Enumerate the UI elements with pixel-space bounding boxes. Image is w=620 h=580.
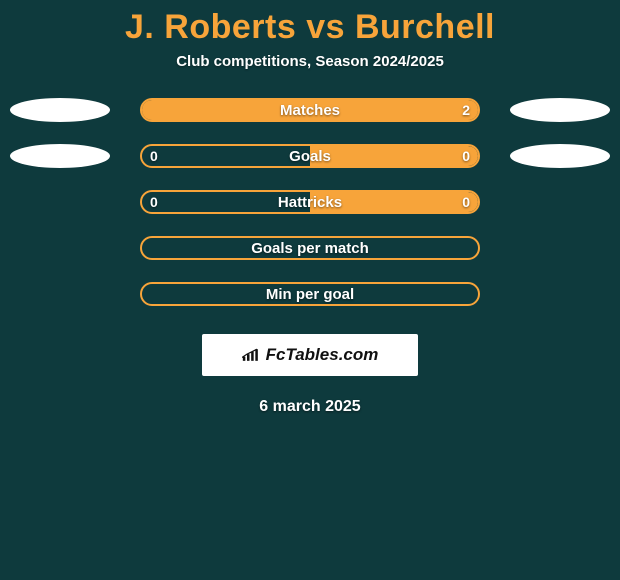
stat-row-hattricks: 0 Hattricks 0 — [0, 190, 620, 214]
stat-label: Hattricks — [278, 194, 342, 211]
stat-row-goals-per-match: Goals per match — [0, 236, 620, 260]
stat-label: Goals — [289, 148, 331, 165]
stat-value-left: 0 — [150, 194, 158, 210]
stat-bar: Min per goal — [140, 282, 480, 306]
stat-bar: Goals per match — [140, 236, 480, 260]
stat-bar: 0 Hattricks 0 — [140, 190, 480, 214]
stat-value-left: 0 — [150, 148, 158, 164]
brand-text: FcTables.com — [266, 345, 379, 365]
stat-row-min-per-goal: Min per goal — [0, 282, 620, 306]
stat-value-right: 0 — [462, 148, 470, 164]
stat-label: Goals per match — [251, 240, 369, 257]
ellipse-icon — [510, 98, 610, 122]
infographic-root: J. Roberts vs Burchell Club competitions… — [0, 0, 620, 416]
stat-bar: 0 Goals 0 — [140, 144, 480, 168]
stat-bar: Matches 2 — [140, 98, 480, 122]
ellipse-icon — [10, 144, 110, 168]
date-label: 6 march 2025 — [259, 398, 360, 416]
stat-value-right: 2 — [462, 102, 470, 118]
stat-label: Min per goal — [266, 286, 354, 303]
stat-row-matches: Matches 2 — [0, 98, 620, 122]
stat-row-goals: 0 Goals 0 — [0, 144, 620, 168]
stat-fill — [310, 146, 478, 166]
ellipse-icon — [10, 98, 110, 122]
ellipse-icon — [510, 144, 610, 168]
page-title: J. Roberts vs Burchell — [125, 8, 495, 47]
subtitle: Club competitions, Season 2024/2025 — [176, 53, 444, 70]
bar-chart-icon — [242, 348, 262, 362]
stat-value-right: 0 — [462, 194, 470, 210]
brand-badge: FcTables.com — [202, 334, 418, 376]
stat-label: Matches — [280, 102, 340, 119]
